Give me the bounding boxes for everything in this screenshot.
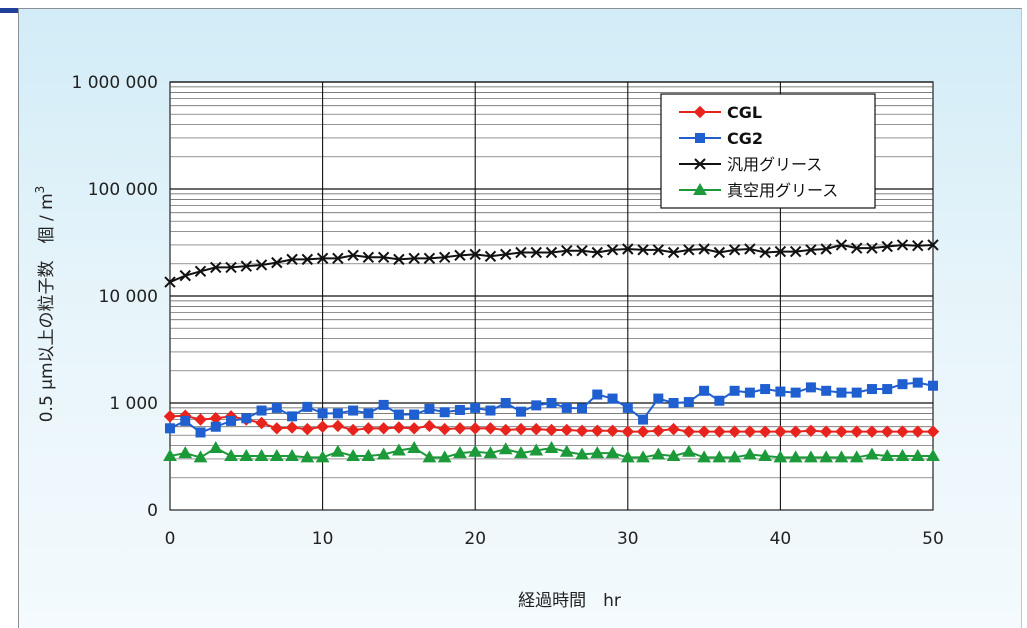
data-point [379,400,388,409]
x-tick-label: 40 [770,529,792,549]
data-point [684,398,693,407]
x-tick-label: 50 [922,529,944,549]
data-point [501,399,510,408]
data-point [471,403,480,412]
data-point [806,383,815,392]
data-point [425,404,434,413]
data-point [898,380,907,389]
y-tick-label: 0 [147,501,158,521]
y-tick-label: 100 000 [88,180,158,200]
data-point [715,396,724,405]
x-tick-label: 30 [617,529,639,549]
x-axis-title: 経過時間 hr [518,591,621,611]
data-point [822,386,831,395]
legend-label: CGL [727,103,762,122]
data-point [227,416,236,425]
data-point [929,381,938,390]
data-point [883,385,892,394]
data-point [867,385,876,394]
data-point [333,409,342,418]
data-point [440,408,449,417]
data-point [318,409,327,418]
y-axis-title: 0.5 μm以上の粒子数 個 / m3 [33,186,57,423]
y-tick-label: 1 000 [109,394,158,414]
data-point [211,422,220,431]
x-tick-label: 20 [464,529,486,549]
data-point [547,399,556,408]
data-point [837,388,846,397]
data-point [288,412,297,421]
data-point [532,401,541,410]
y-axis-ticks: 0 1 000 10 000 100 000 1 000 000 [71,73,158,521]
data-point [639,415,648,424]
data-point [166,424,175,433]
data-point [700,386,709,395]
data-point [516,407,525,416]
x-axis-ticks: 0 10 20 30 40 50 [165,529,944,549]
data-point [578,404,587,413]
data-point [349,406,358,415]
data-point [486,406,495,415]
data-point [303,402,312,411]
legend-label: 汎用グリース [727,155,822,174]
legend-label: 真空用グリース [727,181,838,200]
legend-swatch-marker [696,134,705,143]
data-point [913,378,922,387]
data-point [761,385,770,394]
data-point [745,388,754,397]
data-point [669,399,678,408]
data-point [562,403,571,412]
data-point [455,406,464,415]
data-point [623,403,632,412]
legend-label: CG2 [727,129,763,148]
data-point [242,414,251,423]
y-axis-title-superscript: 3 [33,186,47,194]
x-tick-label: 10 [312,529,334,549]
x-tick-label: 0 [165,529,176,549]
data-point [776,387,785,396]
data-point [410,410,419,419]
data-point [394,410,403,419]
data-point [593,390,602,399]
y-tick-label: 1 000 000 [71,73,158,93]
data-point [272,403,281,412]
data-point [196,428,205,437]
data-point [608,394,617,403]
data-point [257,406,266,415]
data-point [730,386,739,395]
data-point [791,388,800,397]
data-point [654,394,663,403]
data-point [181,416,190,425]
data-point [364,409,373,418]
y-tick-label: 10 000 [99,287,158,307]
data-point [852,388,861,397]
